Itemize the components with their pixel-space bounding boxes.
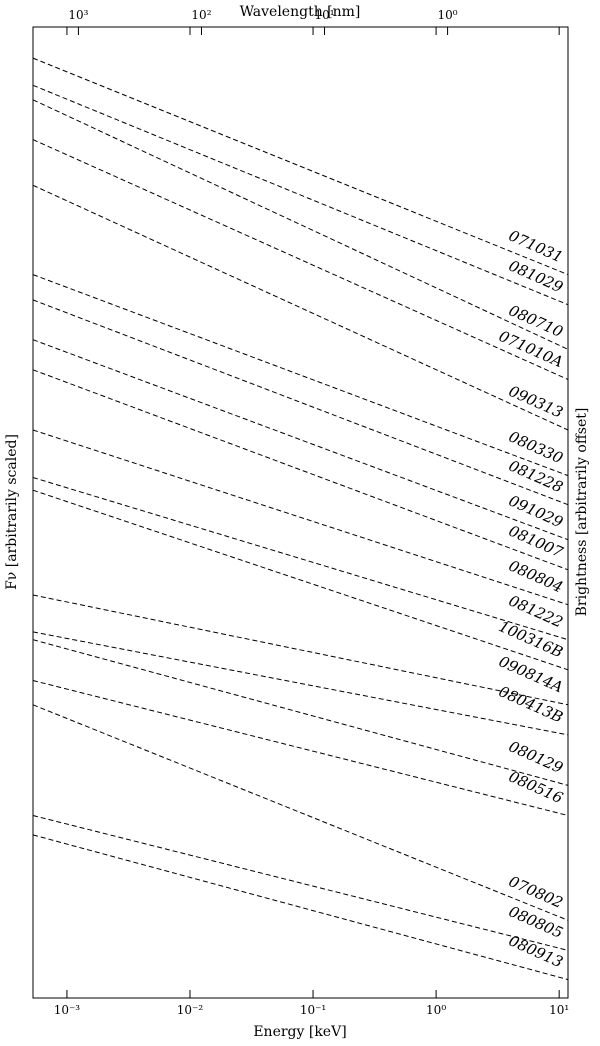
- sed-line: [32, 339, 569, 541]
- sed-line: [32, 369, 569, 571]
- sed-line: [32, 594, 569, 706]
- sed-line: [32, 139, 569, 380]
- top-tick-label: 10²: [191, 8, 211, 22]
- sed-line: [32, 834, 569, 981]
- sed-line: [32, 489, 569, 671]
- x-tick-label: 10⁰: [426, 1003, 446, 1017]
- sed-line: [32, 815, 569, 951]
- sed-line: [32, 631, 569, 736]
- sed-line: [32, 639, 569, 786]
- sed-line: [32, 99, 569, 350]
- x-axis-label: Energy [keV]: [253, 1024, 346, 1040]
- y-axis-label: Fν [arbitrarily scaled]: [4, 434, 20, 590]
- sed-line: [32, 299, 569, 506]
- x-tick-label: 10⁻¹: [300, 1003, 326, 1017]
- x-tick-label: 10⁻³: [54, 1003, 81, 1017]
- sed-line: [32, 680, 569, 816]
- right-axis-label: Brightness [arbitrarily offset]: [574, 408, 590, 617]
- top-tick-label: 10³: [68, 8, 88, 22]
- top-axis-label: Wavelength [nm]: [240, 4, 361, 20]
- x-tick-label: 10¹: [549, 1003, 569, 1017]
- plot-frame: [32, 26, 569, 999]
- sed-line: [32, 429, 569, 606]
- x-tick-label: 10⁻²: [177, 1003, 204, 1017]
- sed-line: [32, 274, 569, 477]
- grb-label: 080804: [506, 557, 566, 597]
- sed-line: [32, 704, 569, 921]
- sed-line: [32, 184, 569, 431]
- sed-line: [32, 57, 569, 276]
- top-tick-label: 10⁰: [438, 8, 458, 22]
- sed-line: [32, 477, 569, 641]
- top-tick-label: 10¹: [314, 8, 334, 22]
- sed-line: [32, 84, 569, 306]
